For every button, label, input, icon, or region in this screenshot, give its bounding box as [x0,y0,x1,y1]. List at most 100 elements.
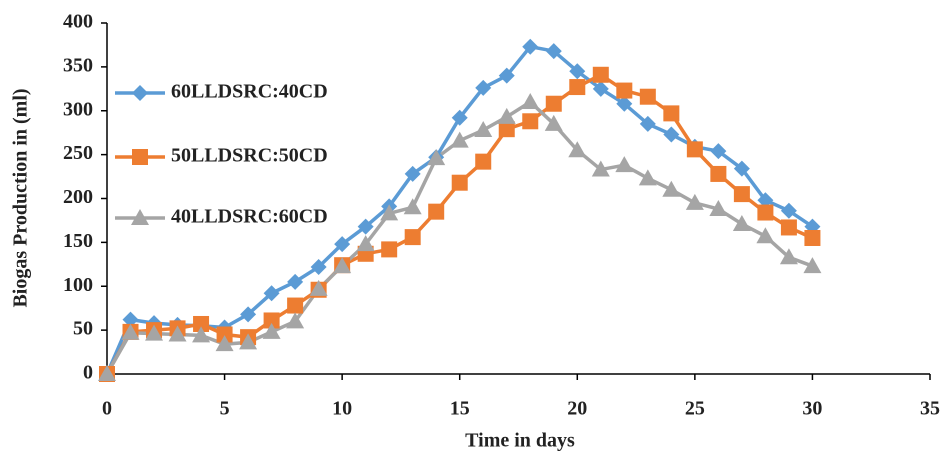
marker [192,326,211,343]
marker [334,236,351,253]
marker [216,326,233,343]
legend-marker [131,209,149,225]
x-tick-label: 25 [685,398,705,420]
y-tick-label: 0 [83,362,93,384]
y-tick-label: 250 [63,142,93,164]
marker [310,258,327,275]
marker [780,202,797,219]
x-tick-label: 5 [220,398,230,420]
marker [710,143,727,160]
marker [263,312,280,329]
marker [569,79,586,96]
legend-marker [132,85,148,101]
y-tick-label: 350 [63,54,93,76]
marker [616,82,633,99]
marker [263,285,280,302]
marker [168,325,187,342]
marker [779,248,798,265]
x-tick-label: 15 [450,398,470,420]
x-axis-label: Time in days [465,430,575,452]
marker [145,324,164,341]
marker [404,165,421,182]
marker [780,219,797,236]
marker [380,204,399,221]
marker [451,109,468,126]
marker [193,315,210,332]
y-tick-label: 50 [73,318,93,340]
marker [545,43,562,60]
marker [568,141,587,158]
legend-marker [132,149,148,165]
marker [333,257,352,274]
marker [404,229,421,246]
marker [427,149,446,166]
marker [475,79,492,96]
marker [474,121,493,138]
x-tick-label: 35 [920,398,940,420]
marker [663,105,680,122]
marker [121,323,140,340]
marker [522,38,539,55]
marker [732,214,751,231]
marker [498,121,515,138]
marker [309,279,328,296]
marker [662,180,681,197]
marker [616,95,633,112]
marker [733,186,750,203]
y-tick-label: 100 [63,274,93,296]
marker [685,193,704,210]
marker [240,306,257,323]
marker [239,333,258,350]
marker [286,312,305,329]
marker [615,156,634,173]
marker [451,174,468,191]
marker [475,153,492,170]
marker [757,192,774,209]
y-axis-label: Biogas Production in (ml) [10,88,32,307]
marker [287,297,304,314]
legend-label: 40LLDSRC:60CD [171,206,328,228]
marker [592,66,609,83]
y-tick-label: 400 [63,11,93,33]
marker [98,365,116,381]
marker [497,107,516,124]
marker [287,273,304,290]
marker [803,257,822,274]
marker [215,335,234,352]
marker [638,169,657,186]
marker [591,160,610,177]
marker [522,113,539,130]
legend-label: 60LLDSRC:40CD [171,81,328,103]
marker [403,198,422,215]
marker [544,114,563,131]
marker [545,95,562,112]
marker [639,115,656,132]
marker [357,218,374,235]
x-tick-label: 20 [567,398,587,420]
marker [756,227,775,244]
x-tick-label: 10 [332,398,352,420]
marker [757,204,774,221]
marker [262,322,281,339]
marker [709,200,728,217]
y-tick-label: 200 [63,186,93,208]
marker [804,229,821,246]
y-tick-label: 300 [63,98,93,120]
marker [686,141,703,158]
marker [569,63,586,80]
marker [592,80,609,97]
marker [710,165,727,182]
marker [381,241,398,258]
marker [428,203,445,220]
marker [733,160,750,177]
x-tick-label: 30 [802,398,822,420]
legend-label: 50LLDSRC:50CD [171,145,328,167]
marker [356,235,375,252]
marker [639,88,656,105]
marker [663,126,680,143]
x-tick-label: 0 [102,398,112,420]
marker [521,92,540,109]
marker [122,311,139,328]
y-tick-label: 150 [63,230,93,252]
